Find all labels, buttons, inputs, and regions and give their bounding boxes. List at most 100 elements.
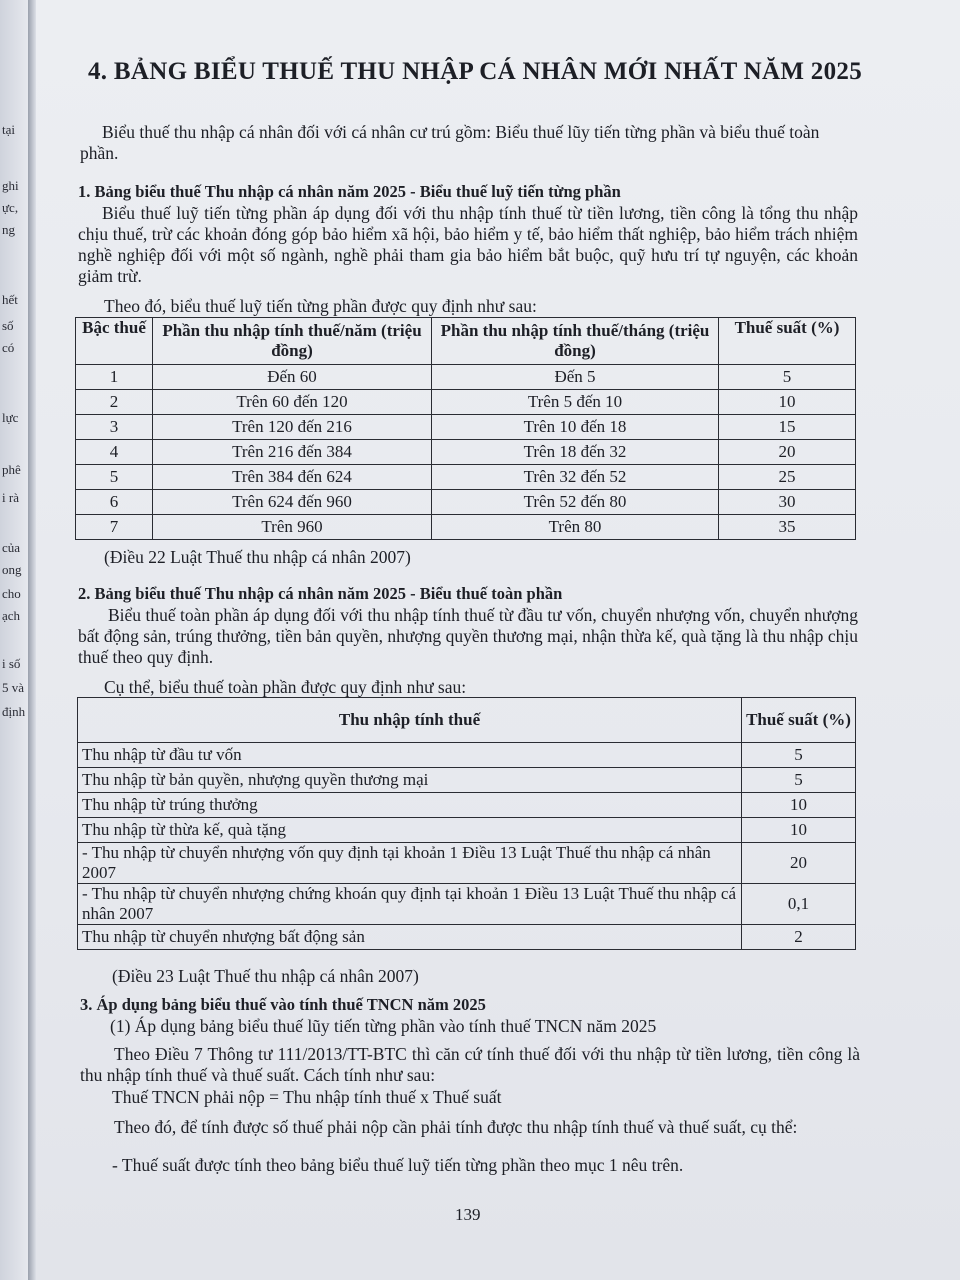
left-page-fragment: hết [2, 292, 18, 307]
left-page-fragment: của [2, 540, 21, 555]
section2-source: (Điều 23 Luật Thuế thu nhập cá nhân 2007… [112, 966, 419, 986]
table-row: 2 Trên 60 đến 120 Trên 5 đến 10 10 [75, 389, 856, 415]
annual-income-cell: Trên 216 đến 384 [152, 439, 432, 465]
header-monthly-income: Phần thu nhập tính thuế/tháng (triệu đồn… [431, 317, 719, 365]
annual-income-cell: Trên 624 đến 960 [152, 489, 432, 515]
left-page-fragment: ng [2, 222, 15, 237]
section2-heading: 2. Bảng biểu thuế Thu nhập cá nhân năm 2… [78, 584, 563, 603]
table-row: 6 Trên 624 đến 960 Trên 52 đến 80 30 [75, 489, 856, 515]
bracket-cell: 2 [75, 389, 153, 415]
rate-cell: 10 [718, 389, 856, 415]
header-tax-bracket: Bậc thuế [75, 317, 153, 365]
rate-cell: 15 [718, 414, 856, 440]
left-page-fragment: ghi [2, 178, 19, 193]
annual-income-cell: Trên 384 đến 624 [152, 464, 432, 490]
rate-cell: 20 [718, 439, 856, 465]
page-title: 4. BẢNG BIỂU THUẾ THU NHẬP CÁ NHÂN MỚI N… [88, 58, 862, 85]
left-page-fragment: định [2, 704, 26, 719]
left-page-fragment: cho [2, 586, 21, 601]
bracket-cell: 7 [75, 514, 153, 540]
section3-explanation: Theo đó, để tính được số thuế phải nộp c… [114, 1117, 798, 1137]
header-tax-rate: Thuế suất (%) [741, 697, 856, 743]
section1-heading: 1. Bảng biểu thuế Thu nhập cá nhân năm 2… [78, 182, 621, 201]
book-page [36, 0, 960, 1280]
rate-cell: 30 [718, 489, 856, 515]
rate-cell: 2 [741, 924, 856, 950]
rate-cell: 5 [718, 364, 856, 390]
left-page-fragment: tại [2, 122, 15, 137]
income-type-cell: Thu nhập từ chuyển nhượng bất động sản [77, 924, 742, 950]
section3-rate-note: - Thuế suất được tính theo bảng biểu thu… [112, 1155, 684, 1175]
section2-lead: Cụ thể, biểu thuế toàn phần được quy địn… [104, 677, 467, 697]
rate-cell: 5 [741, 742, 856, 768]
monthly-income-cell: Trên 18 đến 32 [431, 439, 719, 465]
monthly-income-cell: Trên 32 đến 52 [431, 464, 719, 490]
income-type-cell: Thu nhập từ bản quyền, nhượng quyền thươ… [77, 767, 742, 793]
rate-cell: 25 [718, 464, 856, 490]
header-annual-income: Phần thu nhập tính thuế/năm (triệu đồng) [152, 317, 432, 365]
annual-income-cell: Trên 60 đến 120 [152, 389, 432, 415]
progressive-tax-table: Bậc thuế Phần thu nhập tính thuế/năm (tr… [75, 317, 856, 540]
annual-income-cell: Trên 960 [152, 514, 432, 540]
table-row: Thu nhập từ thừa kế, quà tặng 10 [77, 817, 856, 843]
table-row: Thu nhập từ chuyển nhượng bất động sản 2 [77, 924, 856, 950]
monthly-income-cell: Trên 5 đến 10 [431, 389, 719, 415]
book-gutter [28, 0, 36, 1280]
left-page-fragment: ạch [2, 608, 21, 623]
flat-tax-table: Thu nhập tính thuế Thuế suất (%) Thu nhậ… [77, 697, 856, 950]
table-row: Thu nhập từ trúng thưởng 10 [77, 792, 856, 818]
income-type-cell: Thu nhập từ thừa kế, quà tặng [77, 817, 742, 843]
adjacent-page-edge: tại ghi ực, ng hết số có lực phê i rà của ong cho ạch… [0, 0, 28, 1280]
section3-formula: Thuế TNCN phải nộp = Thu nhập tính thuế … [112, 1087, 502, 1107]
table-row: 3 Trên 120 đến 216 Trên 10 đến 18 15 [75, 414, 856, 440]
left-page-fragment: phê [2, 462, 21, 477]
left-page-fragment: có [2, 340, 15, 355]
income-type-cell: Thu nhập từ đầu tư vốn [77, 742, 742, 768]
section1-lead: Theo đó, biểu thuế luỹ tiến từng phần đư… [104, 296, 537, 316]
table-header-row: Bậc thuế Phần thu nhập tính thuế/năm (tr… [75, 317, 856, 365]
left-page-fragment: 5 và [2, 680, 25, 695]
annual-income-cell: Trên 120 đến 216 [152, 414, 432, 440]
monthly-income-cell: Đến 5 [431, 364, 719, 390]
table-row: - Thu nhập từ chuyển nhượng chứng khoán … [77, 883, 856, 925]
left-page-fragment: ực, [2, 200, 19, 215]
annual-income-cell: Đến 60 [152, 364, 432, 390]
bracket-cell: 5 [75, 464, 153, 490]
table-row: 4 Trên 216 đến 384 Trên 18 đến 32 20 [75, 439, 856, 465]
monthly-income-cell: Trên 10 đến 18 [431, 414, 719, 440]
table-row: Thu nhập từ bản quyền, nhượng quyền thươ… [77, 767, 856, 793]
table-row: 5 Trên 384 đến 624 Trên 32 đến 52 25 [75, 464, 856, 490]
table-row: 7 Trên 960 Trên 80 35 [75, 514, 856, 540]
income-type-cell: Thu nhập từ trúng thưởng [77, 792, 742, 818]
bracket-cell: 4 [75, 439, 153, 465]
table-row: - Thu nhập từ chuyển nhượng vốn quy định… [77, 842, 856, 884]
left-page-fragment: i rà [2, 490, 19, 505]
rate-cell: 10 [741, 792, 856, 818]
left-page-fragment: i số [2, 656, 21, 671]
page-number: 139 [455, 1205, 481, 1224]
rate-cell: 35 [718, 514, 856, 540]
rate-cell: 0,1 [741, 883, 856, 925]
section3-heading: 3. Áp dụng bảng biểu thuế vào tính thuế … [80, 995, 486, 1014]
bracket-cell: 6 [75, 489, 153, 515]
section3-paragraph: Theo Điều 7 Thông tư 111/2013/TT-BTC thì… [80, 1044, 860, 1085]
monthly-income-cell: Trên 52 đến 80 [431, 489, 719, 515]
monthly-income-cell: Trên 80 [431, 514, 719, 540]
table-header-row: Thu nhập tính thuế Thuế suất (%) [77, 697, 856, 743]
bracket-cell: 3 [75, 414, 153, 440]
left-page-fragment: số [2, 318, 14, 333]
section1-source: (Điều 22 Luật Thuế thu nhập cá nhân 2007… [104, 547, 411, 567]
income-type-cell: - Thu nhập từ chuyển nhượng chứng khoán … [77, 883, 742, 925]
header-tax-rate: Thuế suất (%) [718, 317, 856, 365]
left-page-fragment: lực [2, 410, 19, 425]
table-row: Thu nhập từ đầu tư vốn 5 [77, 742, 856, 768]
section2-paragraph: Biểu thuế toàn phần áp dụng đối với thu … [78, 605, 858, 667]
section3-item-1: (1) Áp dụng bảng biểu thuế lũy tiến từng… [110, 1016, 657, 1036]
left-page-fragment: ong [2, 562, 22, 577]
rate-cell: 20 [741, 842, 856, 884]
bracket-cell: 1 [75, 364, 153, 390]
rate-cell: 10 [741, 817, 856, 843]
section1-paragraph: Biểu thuế luỹ tiến từng phần áp dụng đối… [78, 203, 858, 286]
income-type-cell: - Thu nhập từ chuyển nhượng vốn quy định… [77, 842, 742, 884]
